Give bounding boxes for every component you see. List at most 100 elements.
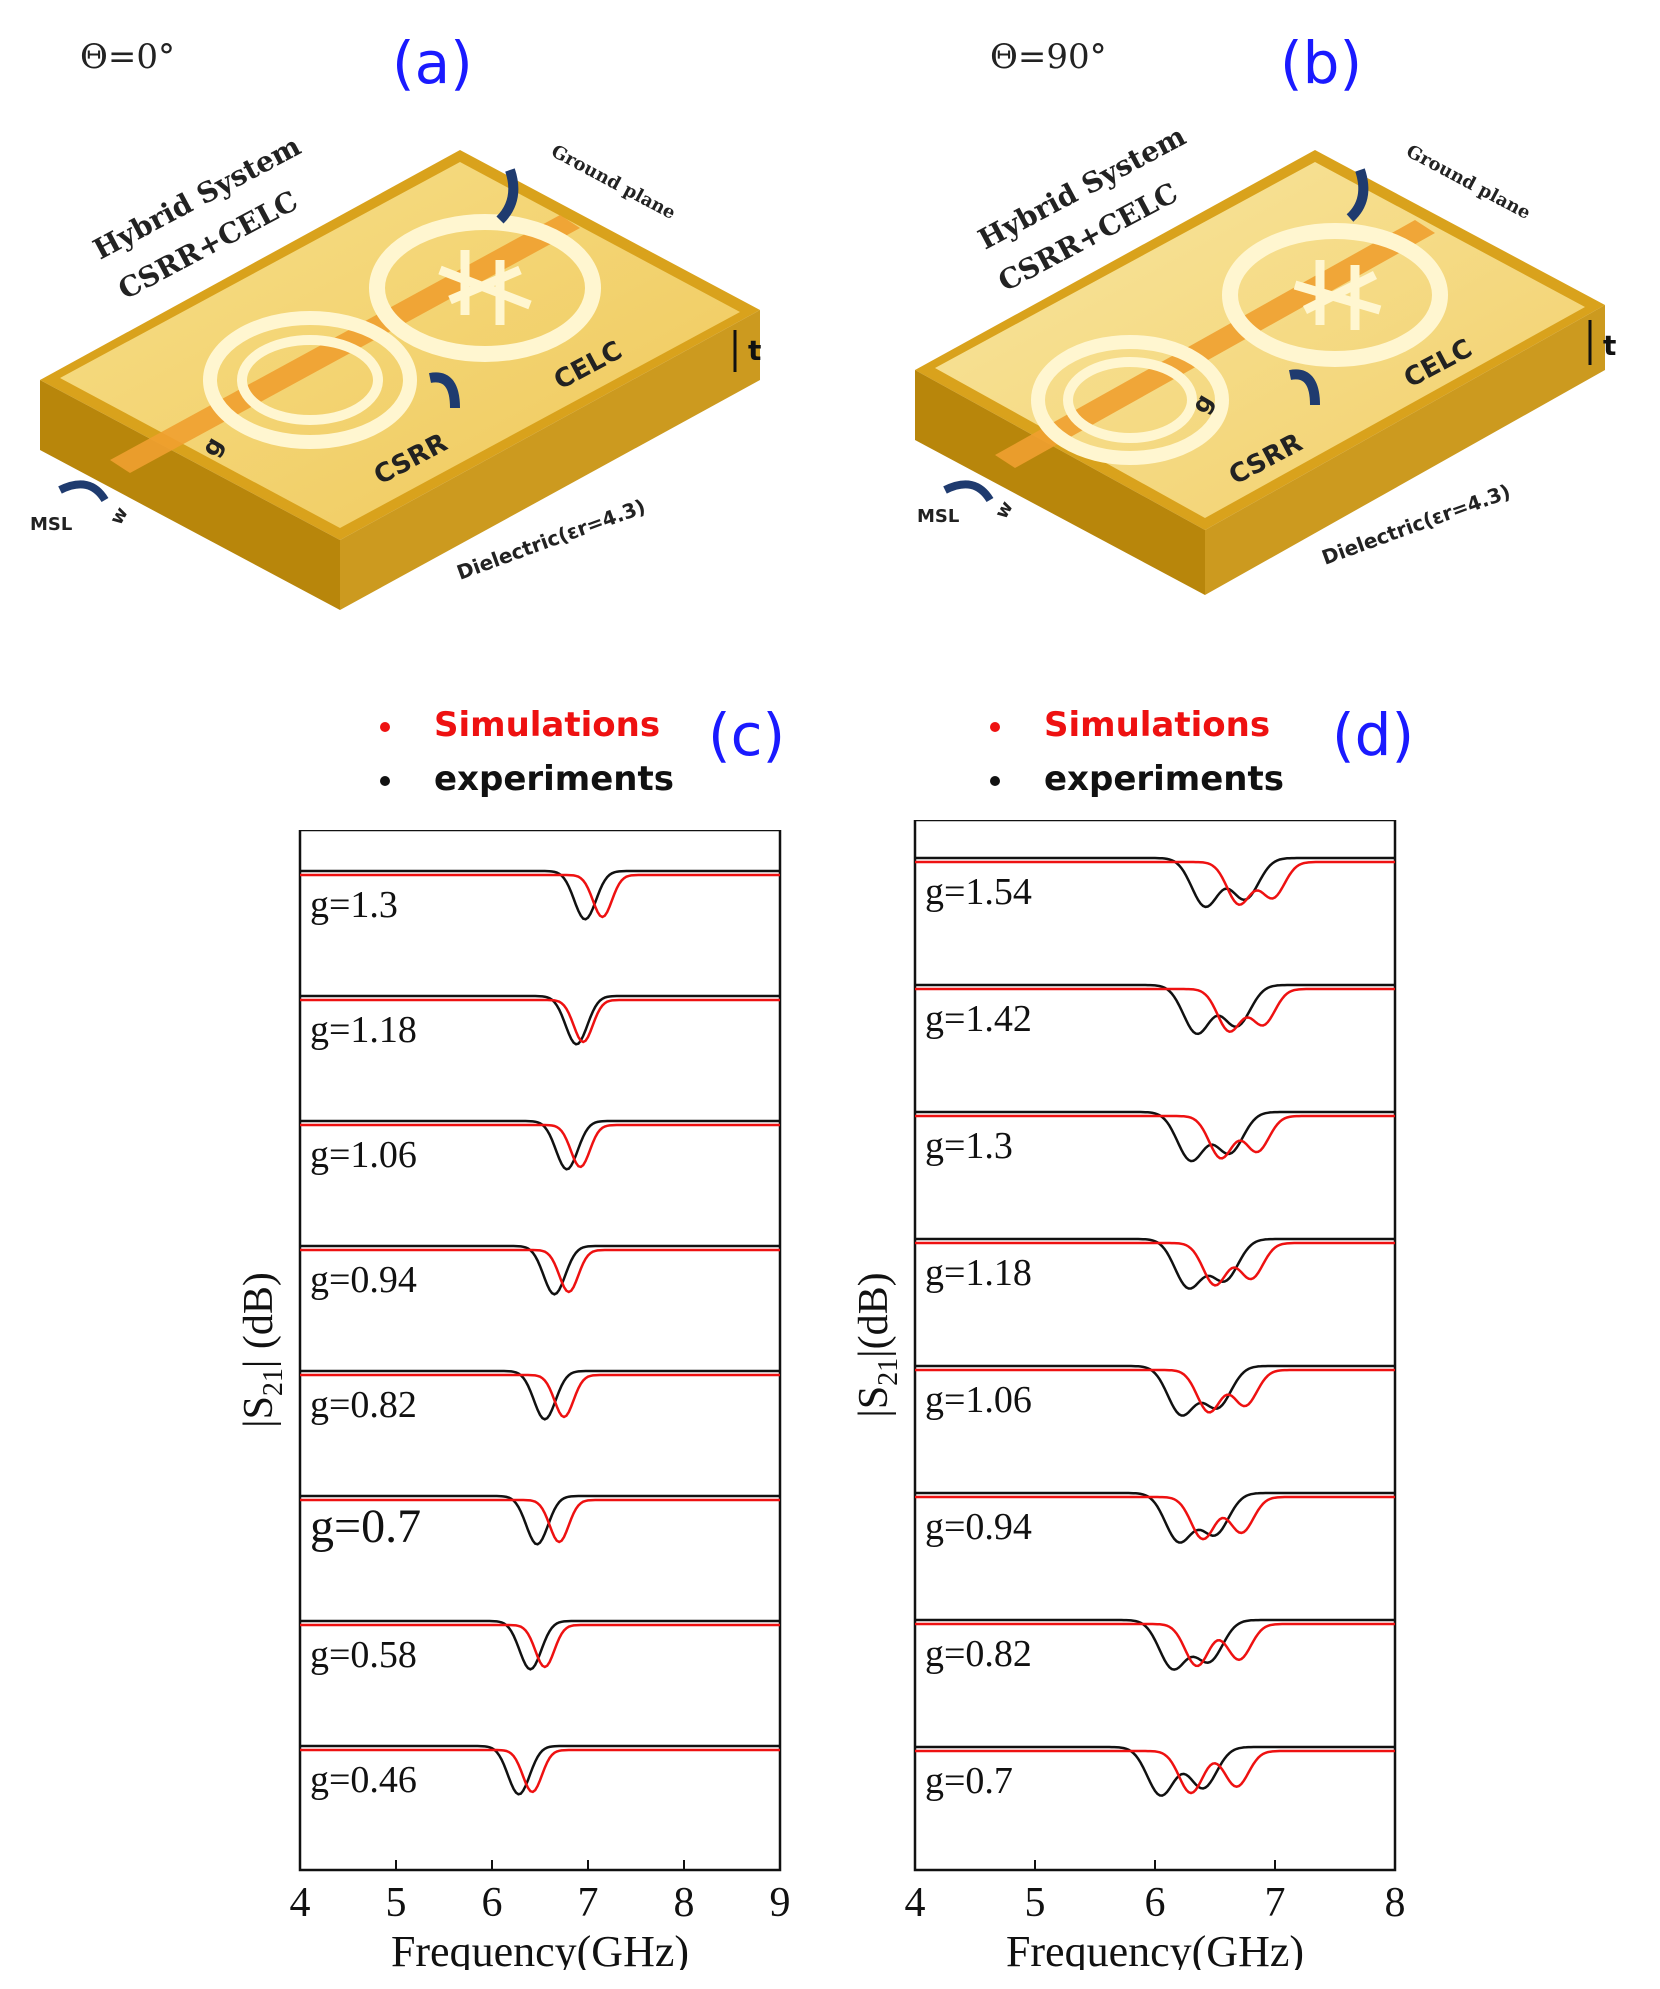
experiment-curve-g=1.18 bbox=[300, 994, 780, 1046]
x-tick-label: 6 bbox=[482, 1880, 503, 1926]
legend-dot-black bbox=[990, 775, 1000, 786]
trace-label: g=1.18 bbox=[925, 1252, 1032, 1294]
x-tick-label: 4 bbox=[905, 1880, 926, 1926]
celc-ring bbox=[369, 214, 601, 362]
y-axis-label: |S21|(dB) bbox=[851, 1272, 904, 1417]
ground-arrow bbox=[496, 168, 519, 224]
trace-label: g=1.06 bbox=[925, 1379, 1032, 1421]
schematic-a: Hybrid System CSRR+CELC Ground plane t C… bbox=[30, 129, 761, 610]
legend-text: Simulations bbox=[1044, 705, 1271, 745]
x-axis-label: Frequency(GHz) bbox=[1006, 1927, 1304, 1970]
simulation-curve-g=0.46 bbox=[300, 1748, 780, 1794]
msl-arrow bbox=[58, 480, 109, 503]
experiment-curve-g=0.94 bbox=[300, 1244, 780, 1296]
x-tick-label: 7 bbox=[1265, 1880, 1286, 1926]
celc-inner bbox=[1293, 260, 1382, 330]
simulation-curve-g=1.18 bbox=[915, 1241, 1395, 1287]
x-tick-label: 6 bbox=[1145, 1880, 1166, 1926]
simulation-curve-g=0.58 bbox=[300, 1623, 780, 1669]
y-axis-label: |S21| (dB) bbox=[236, 1272, 289, 1428]
experiment-curve-g=1.54 bbox=[915, 856, 1395, 909]
csrr-ring bbox=[1031, 335, 1229, 465]
panel-d-letter: (d) bbox=[1332, 701, 1415, 769]
board-side-right bbox=[340, 310, 760, 610]
legend-dot-red bbox=[380, 721, 390, 732]
board-side-right bbox=[1205, 305, 1605, 595]
experiment-curve-g=1.18 bbox=[915, 1237, 1395, 1290]
chart-d: g=1.54 g=1.42 g=1.3 g=1.18 g=1.06 g=0.94 g=0.8… bbox=[851, 820, 1406, 1970]
simulation-curve-g=0.82 bbox=[915, 1622, 1395, 1668]
csrr-ring bbox=[203, 311, 417, 449]
experiment-curve-g=0.7 bbox=[915, 1745, 1395, 1797]
experiment-curve-g=1.06 bbox=[300, 1119, 780, 1171]
panel-a-letter: (a) bbox=[392, 29, 473, 97]
x-tick-label: 9 bbox=[770, 1880, 791, 1926]
panel-a-angle: Θ=0° bbox=[80, 37, 175, 77]
trace-label: g=1.06 bbox=[310, 1134, 417, 1176]
simulation-curve-g=0.82 bbox=[300, 1373, 780, 1419]
w-label: w bbox=[991, 498, 1018, 523]
plot-frame bbox=[298, 830, 782, 1872]
legend-experiments-d: experiments bbox=[990, 762, 1284, 796]
w-label: w bbox=[106, 504, 133, 529]
simulation-curve-g=1.3 bbox=[300, 873, 780, 919]
legend-dot-black bbox=[380, 775, 390, 786]
msl-label: MSL bbox=[30, 514, 72, 535]
trace-label: g=0.7 bbox=[310, 1500, 421, 1553]
experiment-curve-g=1.3 bbox=[300, 869, 780, 921]
legend-simulations-d: Simulations bbox=[990, 708, 1270, 742]
x-tick-label: 5 bbox=[1025, 1880, 1046, 1926]
x-tick-label: 8 bbox=[1385, 1880, 1406, 1926]
legend-simulations-c: Simulations bbox=[380, 708, 660, 742]
trace-label: g=1.54 bbox=[925, 871, 1032, 913]
trace-label: g=0.7 bbox=[925, 1760, 1013, 1802]
csrr-inner-ring bbox=[237, 335, 383, 425]
trace-label: g=0.46 bbox=[310, 1759, 417, 1801]
x-tick-label: 7 bbox=[578, 1880, 599, 1926]
csrr-inner-ring bbox=[1063, 357, 1197, 443]
x-tick-label: 8 bbox=[674, 1880, 695, 1926]
trace-label: g=0.82 bbox=[925, 1633, 1032, 1675]
panel-c-letter: (c) bbox=[708, 701, 786, 769]
msl-arrow bbox=[943, 480, 994, 503]
t-label: t bbox=[1603, 329, 1616, 362]
legend-text: experiments bbox=[1044, 759, 1284, 799]
legend-text: Simulations bbox=[434, 705, 661, 745]
celc-ring bbox=[1222, 223, 1448, 367]
legend-experiments-c: experiments bbox=[380, 762, 674, 796]
simulation-curve-g=1.3 bbox=[915, 1114, 1395, 1160]
t-label: t bbox=[748, 334, 761, 367]
msl-label: MSL bbox=[917, 506, 959, 527]
legend-text: experiments bbox=[434, 759, 674, 799]
experiment-curve-g=0.7 bbox=[300, 1494, 780, 1546]
experiment-curve-g=0.94 bbox=[915, 1491, 1395, 1544]
chart-c: g=1.3 g=1.18 g=1.06 g=0.94 g=0.82 g=0.7 g=0.58… bbox=[236, 830, 791, 1970]
trace-label: g=0.58 bbox=[310, 1634, 417, 1676]
experiment-curve-g=1.42 bbox=[915, 983, 1395, 1036]
experiment-curve-g=0.46 bbox=[300, 1744, 780, 1796]
celc-inner bbox=[438, 250, 532, 325]
simulation-curve-g=0.7 bbox=[915, 1749, 1395, 1795]
board-side-left bbox=[40, 380, 340, 610]
microstrip-line bbox=[995, 220, 1435, 468]
trace-label: g=0.94 bbox=[925, 1506, 1032, 1548]
experiment-curve-g=1.06 bbox=[915, 1364, 1395, 1417]
simulation-curve-g=0.7 bbox=[300, 1498, 780, 1544]
trace-label: g=0.94 bbox=[310, 1259, 417, 1301]
x-tick-label: 4 bbox=[290, 1880, 311, 1926]
board-side-left bbox=[915, 370, 1205, 595]
trace-label: g=1.3 bbox=[310, 884, 398, 926]
simulation-curve-g=1.42 bbox=[915, 987, 1395, 1033]
dielectric-arrow bbox=[1289, 369, 1320, 406]
ground-arrow bbox=[1346, 168, 1369, 222]
simulation-curve-g=1.06 bbox=[915, 1368, 1395, 1414]
x-axis-label: Frequency(GHz) bbox=[391, 1927, 689, 1970]
experiment-curve-g=1.3 bbox=[915, 1110, 1395, 1163]
dielectric-arrow bbox=[429, 372, 460, 409]
simulation-curve-g=1.18 bbox=[300, 998, 780, 1044]
experiment-curve-g=0.58 bbox=[300, 1619, 780, 1671]
trace-label: g=1.3 bbox=[925, 1125, 1013, 1167]
experiment-curve-g=0.82 bbox=[300, 1369, 780, 1421]
simulation-curve-g=0.94 bbox=[300, 1248, 780, 1294]
simulation-curve-g=1.54 bbox=[915, 860, 1395, 906]
